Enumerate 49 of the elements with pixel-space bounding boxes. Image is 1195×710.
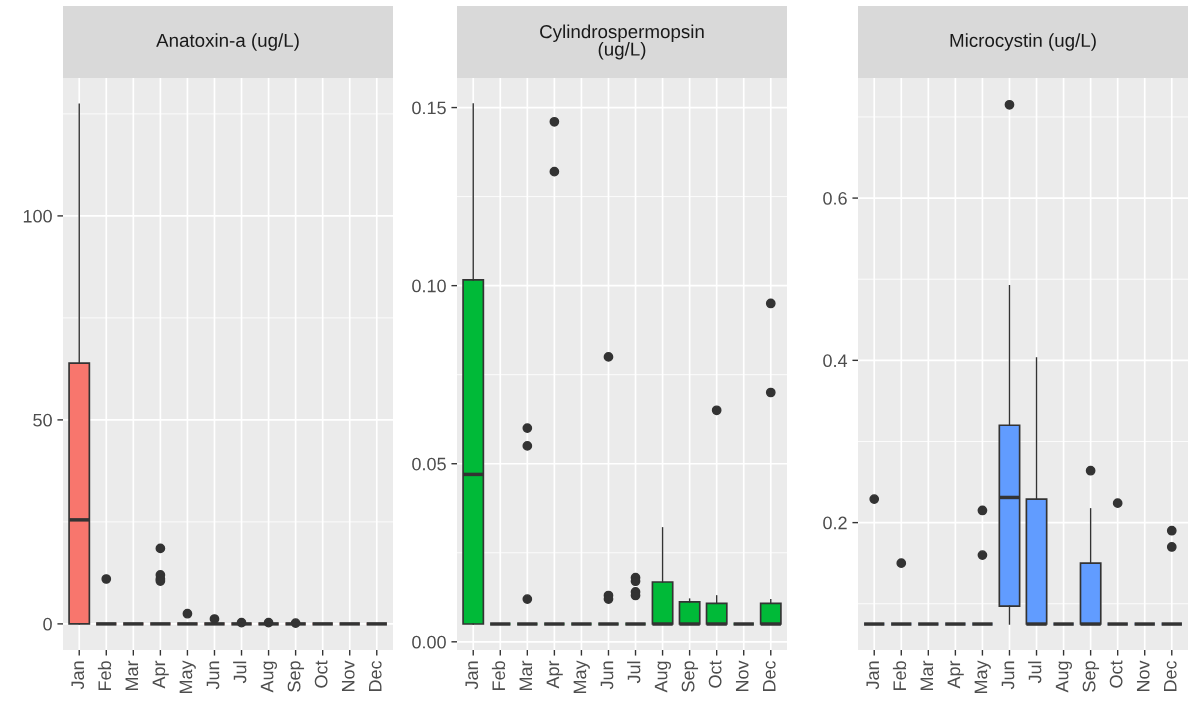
x-tick-label: Feb	[892, 661, 907, 691]
x-tick-label: Jan	[71, 661, 85, 690]
x-tick-label: Jan	[465, 661, 479, 690]
x-tick-label: Dec	[1164, 660, 1177, 692]
x-tick-label: Jun	[206, 661, 220, 690]
x-tick-label: Mar	[920, 660, 934, 691]
chart-title: Microcystin (ug/L)	[950, 33, 1096, 51]
x-tick-label: Nov	[735, 660, 749, 692]
x-tick-label: Nov	[341, 660, 355, 692]
chart-title: Anatoxin-a (ug/L)	[156, 33, 299, 51]
y-tick-label: 100	[23, 209, 52, 223]
y-tick-label: 0.05	[412, 457, 446, 471]
x-tick-label: Dec	[763, 660, 776, 692]
x-tick-label: Oct	[1109, 660, 1123, 688]
y-tick-label: 0.2	[823, 516, 847, 530]
x-tick-label: Oct	[708, 660, 722, 688]
x-tick-label: Sep	[681, 661, 699, 692]
x-tick-label: Oct	[314, 660, 328, 688]
x-tick-label: Mar	[125, 660, 139, 691]
x-tick-label: Mar	[519, 660, 533, 691]
x-tick-label: Jun	[600, 661, 614, 690]
x-tick-label: Sep	[287, 661, 305, 692]
x-tick-label: Apr	[546, 660, 563, 689]
x-tick-label: May	[974, 660, 991, 694]
x-tick-label: Jul	[627, 661, 641, 684]
x-tick-label: Jul	[1028, 661, 1042, 684]
x-tick-label: May	[179, 660, 196, 694]
x-tick-label: Jul	[233, 661, 247, 684]
y-tick-label: 0.6	[823, 192, 847, 205]
y-tick-label: 0.4	[823, 354, 848, 368]
x-tick-label: Aug	[260, 661, 277, 693]
y-tick-label: 0	[43, 617, 52, 631]
x-tick-label: Sep	[1082, 661, 1100, 692]
x-tick-label: Jun	[1001, 661, 1015, 690]
x-tick-label: Apr	[152, 660, 169, 689]
x-tick-label: Jan	[866, 661, 880, 690]
y-tick-label: 0.15	[412, 101, 446, 115]
y-tick-label: 50	[33, 413, 52, 427]
y-tick-label: 0.00	[412, 635, 446, 649]
y-tick-label: 0.10	[412, 279, 446, 293]
x-tick-label: Aug	[1055, 661, 1072, 693]
x-tick-label: Dec	[369, 660, 382, 692]
x-tick-label: Feb	[97, 661, 112, 691]
x-tick-label: Aug	[654, 661, 671, 693]
chart-title: Cylindrospermopsin (ug/L)	[540, 24, 704, 60]
x-tick-label: Feb	[491, 661, 506, 691]
x-tick-label: Apr	[947, 660, 964, 689]
x-tick-label: May	[573, 660, 590, 694]
x-tick-label: Nov	[1136, 660, 1150, 692]
